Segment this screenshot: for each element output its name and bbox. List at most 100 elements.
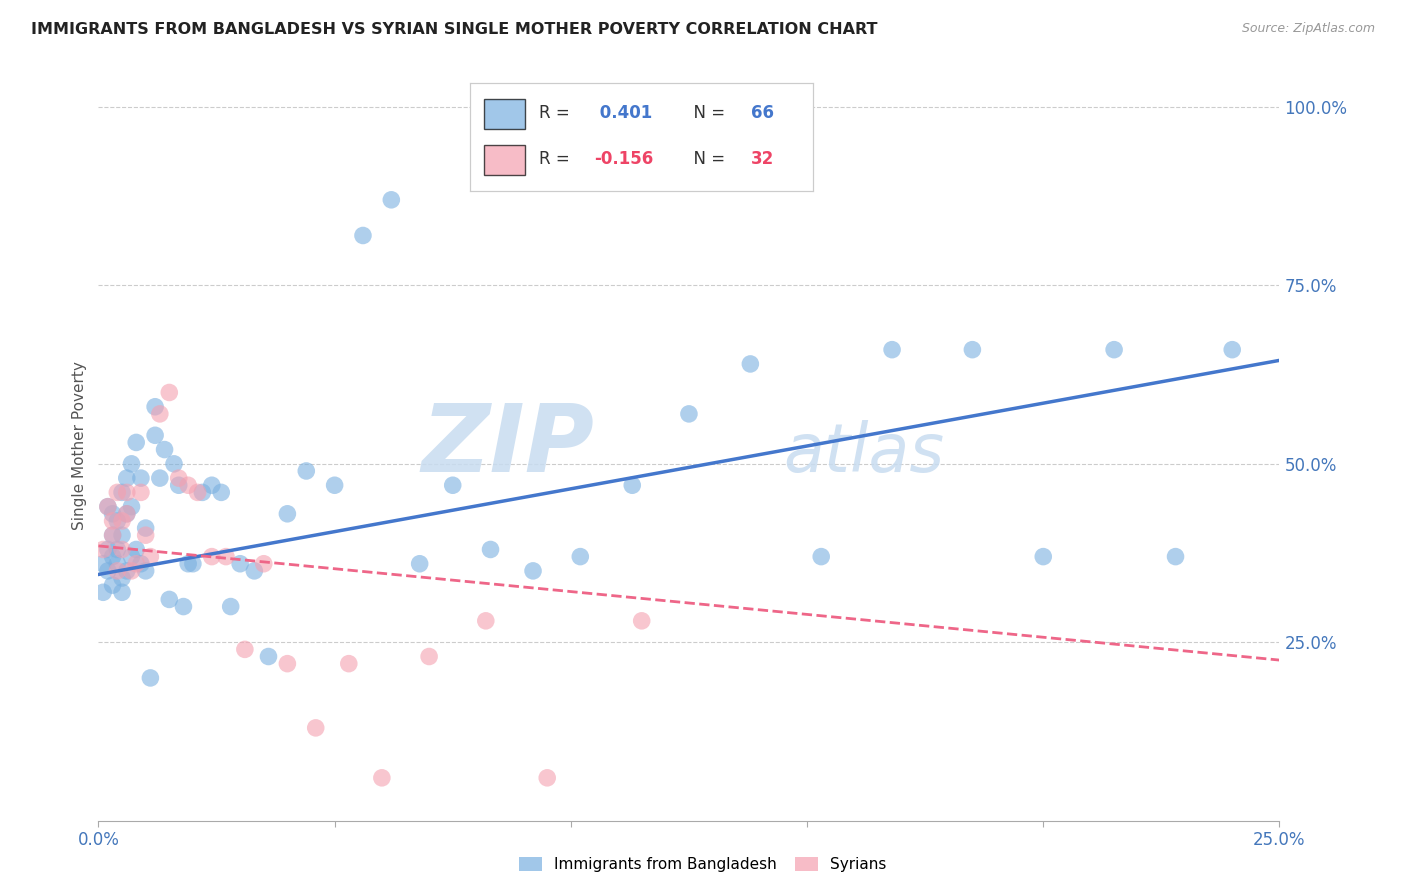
Point (115, 507, 138, 521)
Point (101, 549, 124, 564)
Point (371, 771, 394, 785)
Point (276, 507, 298, 521)
Point (172, 599, 194, 614)
Point (257, 649, 280, 664)
Point (337, 657, 360, 671)
Point (352, 228, 374, 243)
Point (129, 471, 152, 485)
Point (253, 557, 276, 571)
Point (97, 542, 120, 557)
Point (233, 642, 256, 657)
Point (91, 557, 114, 571)
Point (678, 407, 700, 421)
Point (97, 564, 120, 578)
Point (115, 471, 138, 485)
Point (187, 485, 209, 500)
Point (101, 514, 124, 528)
Point (163, 457, 186, 471)
Point (880, 343, 903, 357)
Point (295, 464, 318, 478)
Point (105, 564, 128, 578)
Point (97, 500, 120, 514)
Point (139, 671, 162, 685)
Point (1220, 343, 1243, 357)
Point (441, 478, 464, 492)
Point (219, 599, 242, 614)
Point (167, 478, 190, 492)
Point (380, 193, 402, 207)
Point (97, 500, 120, 514)
Point (191, 485, 214, 500)
Point (135, 528, 157, 542)
Point (101, 528, 124, 542)
Point (305, 721, 328, 735)
Point (105, 557, 128, 571)
Point (135, 521, 157, 535)
Legend: Immigrants from Bangladesh, Syrians: Immigrants from Bangladesh, Syrians (512, 849, 894, 880)
Point (215, 549, 238, 564)
Point (177, 557, 200, 571)
Point (111, 571, 134, 585)
Point (115, 507, 138, 521)
Point (522, 564, 544, 578)
Point (111, 542, 134, 557)
Point (1164, 549, 1187, 564)
Point (121, 457, 143, 471)
Point (201, 549, 224, 564)
Point (139, 549, 162, 564)
Point (135, 564, 157, 578)
Point (91, 542, 114, 557)
Point (167, 471, 190, 485)
Point (621, 478, 644, 492)
Point (418, 649, 440, 664)
Point (91, 585, 114, 599)
Point (181, 557, 204, 571)
Point (740, 357, 762, 371)
Point (149, 407, 172, 421)
Point (569, 549, 592, 564)
Point (105, 514, 128, 528)
Point (475, 614, 498, 628)
Point (111, 485, 134, 500)
Point (143, 428, 166, 442)
Point (111, 585, 134, 599)
Point (157, 385, 180, 400)
Point (121, 564, 143, 578)
Point (153, 442, 176, 457)
Point (479, 542, 502, 557)
Point (323, 478, 346, 492)
Text: IMMIGRANTS FROM BANGLADESH VS SYRIAN SINGLE MOTHER POVERTY CORRELATION CHART: IMMIGRANTS FROM BANGLADESH VS SYRIAN SIN… (31, 22, 877, 37)
Point (810, 549, 832, 564)
Point (276, 657, 298, 671)
Point (149, 471, 172, 485)
Point (962, 343, 984, 357)
Point (115, 564, 138, 578)
Point (1032, 549, 1054, 564)
Point (129, 557, 152, 571)
Point (157, 592, 180, 607)
Point (121, 500, 143, 514)
Point (101, 528, 124, 542)
Point (111, 528, 134, 542)
Point (101, 507, 124, 521)
Point (1102, 343, 1125, 357)
Point (125, 557, 148, 571)
Point (111, 514, 134, 528)
Point (408, 557, 430, 571)
Y-axis label: Single Mother Poverty: Single Mother Poverty (72, 361, 87, 531)
Point (115, 485, 138, 500)
Point (536, 771, 558, 785)
Point (125, 542, 148, 557)
Point (177, 478, 200, 492)
Point (121, 549, 143, 564)
Point (101, 578, 124, 592)
Point (105, 542, 128, 557)
Point (129, 485, 152, 500)
Point (229, 557, 252, 571)
Point (125, 435, 148, 450)
Point (105, 485, 128, 500)
Point (209, 485, 232, 500)
Text: atlas: atlas (783, 420, 945, 486)
Point (201, 478, 224, 492)
Text: ZIP: ZIP (422, 400, 595, 492)
